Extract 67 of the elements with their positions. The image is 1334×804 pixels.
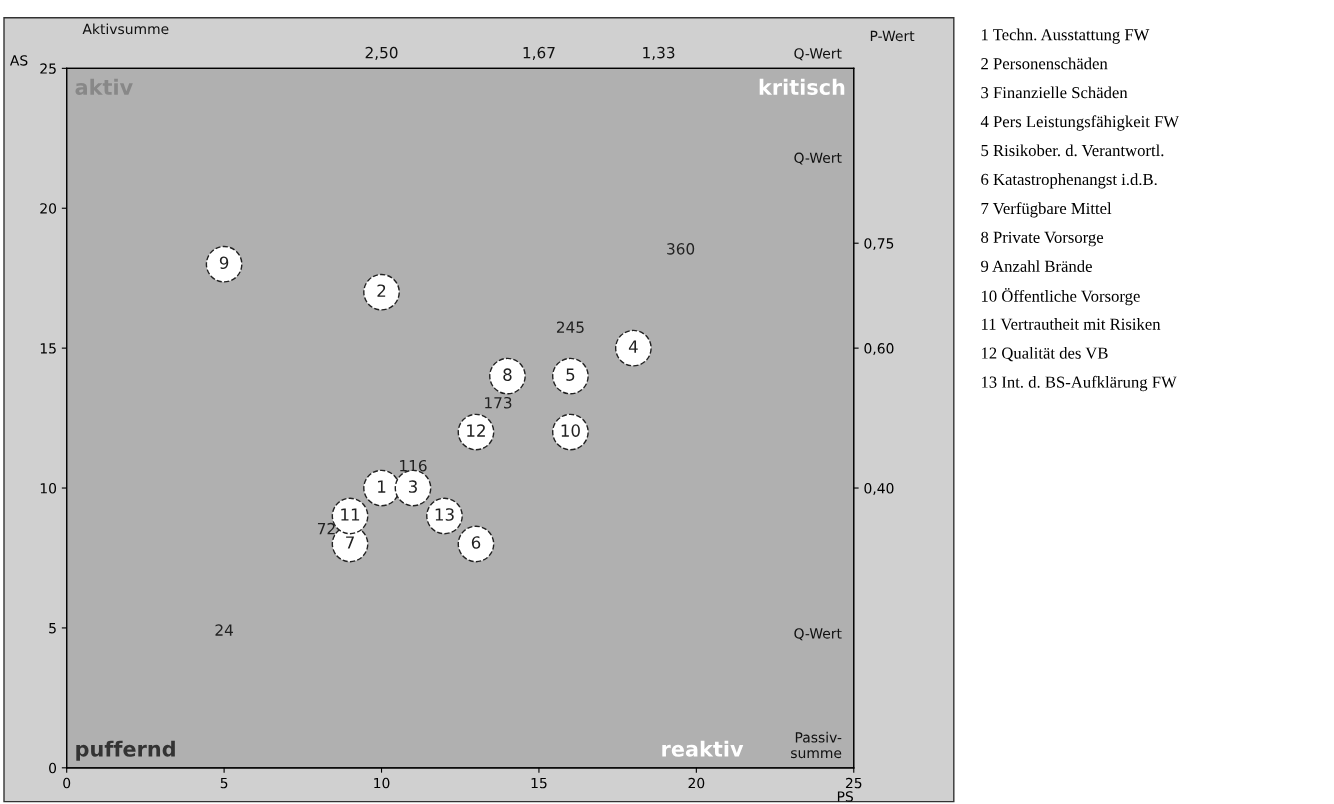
y2-tick-label: 0,40 — [864, 483, 894, 495]
annotation: 245 — [556, 321, 584, 333]
y2-tick-label: 0,75 — [864, 238, 894, 251]
point — [489, 357, 526, 395]
point — [363, 273, 400, 311]
text: 12 Qualität des VB — [981, 347, 1108, 362]
annotation: 8 — [503, 368, 512, 381]
y-tick-label: 15 — [40, 343, 56, 354]
x-tick-label: 5 — [220, 777, 228, 789]
text: 4 Pers Leistungsfähigkeit FW — [980, 115, 1180, 131]
annotation: 5 — [566, 368, 575, 381]
y-axis-title: AS — [9, 55, 28, 66]
annotation: Passiv- summe — [791, 731, 842, 759]
text: Aktivsumme — [82, 23, 169, 35]
y-tick-label: 5 — [49, 623, 56, 634]
text: 11 Vertrautheit mit Risiken — [981, 318, 1161, 330]
y-tick-label: 10 — [40, 483, 57, 494]
text: P-Wert — [870, 30, 915, 42]
text: 5 Risikober. d. Verantwortl. — [981, 144, 1164, 157]
text: 6 Katastrophenangst i.d.B. — [981, 173, 1157, 189]
annotation: puffernd — [76, 740, 175, 761]
annotation: 13 — [435, 508, 454, 521]
y2-tick-label: 0,60 — [864, 343, 894, 356]
text: 10 Öffentliche Vorsorge — [981, 288, 1140, 306]
annotation: 173 — [485, 396, 512, 409]
annotation: 11 — [341, 508, 360, 521]
y-tick-label: 20 — [40, 203, 57, 214]
text: 3 Finanzielle Schäden — [981, 86, 1128, 99]
annotation: 72 — [317, 522, 335, 535]
annotation: Q-Wert — [794, 152, 842, 165]
x-tick-label: 0 — [63, 777, 71, 789]
x-axis-title: PS — [837, 791, 853, 802]
annotation: 12 — [467, 424, 485, 437]
text: 7 Verfügbare Mittel — [981, 202, 1112, 218]
y-tick-label: 25 — [40, 63, 56, 74]
annotation: 360 — [667, 243, 695, 255]
text: 8 Private Vorsorge — [981, 231, 1104, 247]
text: 13 Int. d. BS-Aufklärung FW — [981, 375, 1177, 392]
x-tick-label: 25 — [845, 777, 862, 789]
annotation: 9 — [219, 256, 229, 270]
annotation: kritisch — [759, 78, 845, 95]
point — [552, 357, 589, 395]
annotation: 24 — [215, 624, 233, 636]
annotation: 6 — [471, 536, 481, 549]
x-tick-label: 15 — [531, 777, 547, 789]
point — [205, 245, 243, 283]
text: 2 Personenschäden — [981, 57, 1108, 70]
text: 1,33 — [643, 46, 675, 60]
annotation: 1 — [378, 480, 386, 493]
annotation: 10 — [561, 424, 580, 437]
text: 1,67 — [523, 46, 555, 60]
annotation: 116 — [400, 459, 427, 472]
text: 9 Anzahl Brände — [981, 260, 1092, 272]
x-tick-label: 10 — [374, 777, 390, 789]
annotation: 4 — [628, 340, 638, 353]
point — [614, 329, 652, 367]
annotation: 3 — [408, 480, 417, 493]
annotation: 7 — [346, 536, 354, 549]
x-tick-label: 20 — [688, 777, 705, 789]
text: 1 Techn. Ausstattung FW — [981, 28, 1150, 44]
text: Q-Wert — [794, 48, 842, 61]
text: 2,50 — [365, 46, 398, 60]
annotation: reaktiv — [662, 740, 744, 757]
point — [457, 525, 495, 563]
annotation: Q-Wert — [794, 628, 842, 641]
y-tick-label: 0 — [49, 762, 57, 774]
annotation: 2 — [377, 284, 386, 297]
